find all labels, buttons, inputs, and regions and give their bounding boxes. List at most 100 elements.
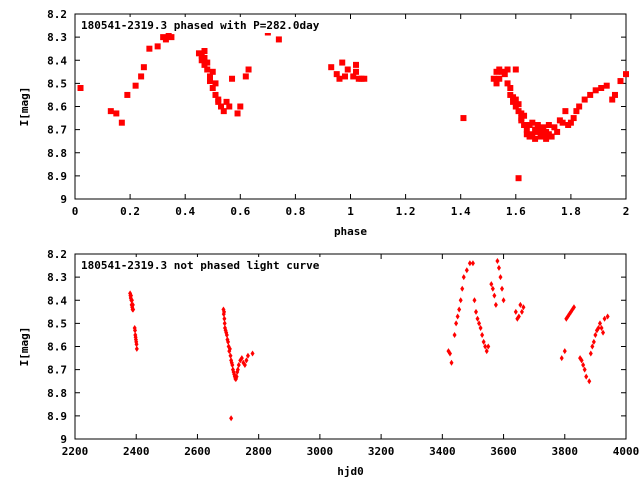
y-tick-label: 8.9 [47,170,67,183]
data-point [226,338,231,345]
data-point [515,175,522,182]
data-point [601,329,606,336]
data-point [162,36,169,43]
data-points [128,257,610,422]
data-point [235,366,240,373]
data-point [490,285,495,292]
data-point [146,45,153,52]
data-point [518,117,525,124]
y-axis-label: I[mag] [18,87,31,127]
x-tick-label: 0.4 [175,205,195,218]
data-point [588,350,593,357]
data-point [226,103,233,110]
data-point [201,48,208,54]
data-point [452,331,457,338]
x-tick-label: 2600 [184,445,211,458]
data-point [562,108,569,115]
data-point [496,264,501,271]
data-point [212,91,219,98]
data-point [140,64,147,71]
data-point [353,68,360,75]
data-point [513,308,518,315]
data-point [124,91,131,98]
x-tick-label: 2800 [245,445,272,458]
x-tick-label: 1.2 [396,205,416,218]
data-point [551,124,558,131]
data-point [138,73,145,80]
data-point [454,320,459,327]
data-point [597,320,602,327]
data-point [477,320,482,327]
data-point [484,348,489,355]
x-tick-label: 3000 [307,445,334,458]
data-point [461,274,466,281]
data-point [523,126,530,133]
x-tick-label: 3200 [368,445,395,458]
data-point [447,350,452,357]
data-point [519,308,524,315]
data-point [495,257,500,264]
data-point [460,115,467,122]
data-point [339,59,346,66]
data-point [475,315,480,322]
data-point [576,103,583,110]
data-point [570,115,577,122]
data-point [590,343,595,350]
x-tick-label: 3600 [490,445,517,458]
data-point [521,304,526,311]
y-tick-label: 9 [60,193,67,206]
data-point [529,131,536,138]
data-point [353,61,360,68]
data-point [584,373,589,380]
data-point [587,378,592,385]
plot-title: 180541-2319.3 not phased light curve [81,259,320,272]
data-point [129,297,134,304]
data-point [559,355,564,362]
data-point [154,43,161,50]
data-point [515,101,522,108]
x-axis-ticks: 2200 2400 2600 2800 3000 3200 3400 3600 3800 4000 [62,254,639,458]
data-point [609,96,616,103]
data-point [455,313,460,320]
data-point [516,313,521,320]
data-point [215,98,222,105]
y-tick-label: 8.6 [47,341,67,354]
data-point [350,73,357,80]
data-point [596,325,601,331]
data-point [344,66,351,73]
data-point [493,80,500,87]
data-point [206,73,213,80]
data-point [579,357,584,364]
data-point [507,85,514,91]
data-point [470,260,475,267]
data-point [129,292,134,299]
data-point [598,85,605,91]
data-point [492,292,497,299]
data-point [204,59,211,66]
data-point [204,66,211,73]
x-axis-label: phase [334,225,367,238]
x-tick-label: 1.6 [506,205,526,218]
data-point [540,124,547,131]
x-axis-label: hjd0 [337,465,364,478]
y-tick-label: 8.4 [47,294,67,307]
data-point [617,78,624,85]
data-point [227,345,232,352]
data-point [222,320,227,327]
data-point [118,119,125,126]
y-tick-label: 8.3 [47,31,67,44]
data-point [521,112,528,119]
data-point [486,343,491,350]
data-point [554,128,561,135]
data-point [131,306,136,313]
data-point [496,75,503,82]
data-point [571,304,576,311]
y-tick-label: 8.2 [47,248,67,261]
data-point [493,301,498,308]
data-point [534,122,541,128]
data-point [478,325,483,331]
x-tick-label: 2200 [62,445,89,458]
y-tick-label: 8.8 [47,387,67,400]
y-tick-label: 8.6 [47,101,67,114]
